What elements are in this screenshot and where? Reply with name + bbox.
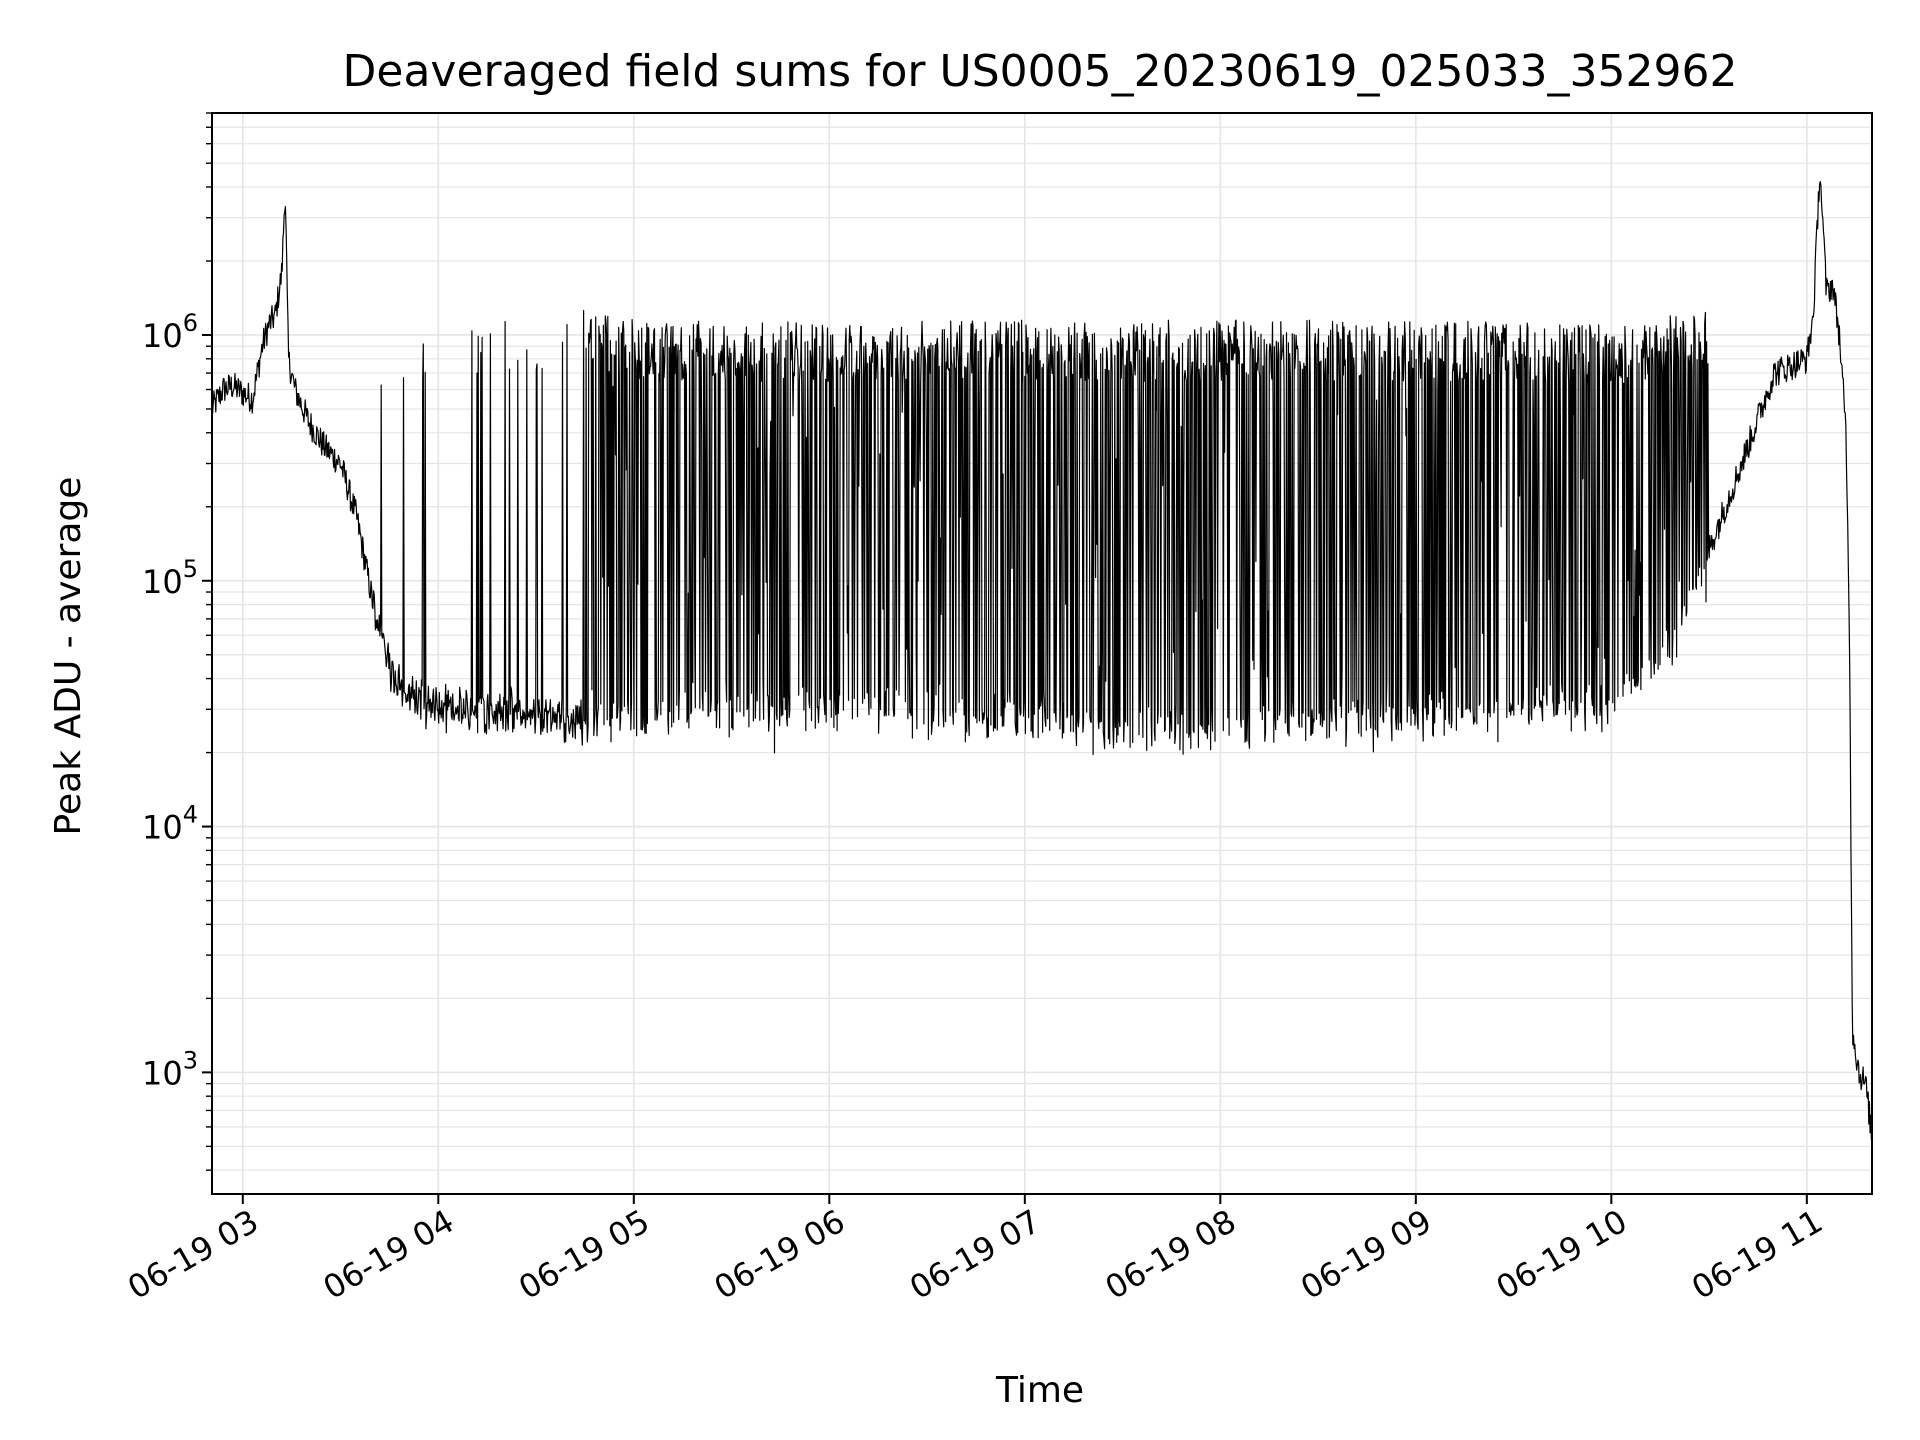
y-tick-label: 103	[142, 1046, 198, 1092]
y-tick-label: 106	[142, 309, 198, 355]
y-axis-label: Peak ADU - average	[48, 477, 89, 836]
series-group	[211, 181, 1873, 1140]
series-line	[211, 181, 1873, 1140]
chart-title: Deaveraged field sums for US0005_2023061…	[343, 46, 1738, 97]
y-tick-label: 104	[142, 801, 198, 847]
y-axis-ticks: 103 104 105 106	[142, 112, 212, 1171]
y-tick-label: 105	[142, 555, 198, 601]
x-axis-label: Time	[995, 1370, 1084, 1411]
plot-area-frame	[211, 112, 1873, 1195]
